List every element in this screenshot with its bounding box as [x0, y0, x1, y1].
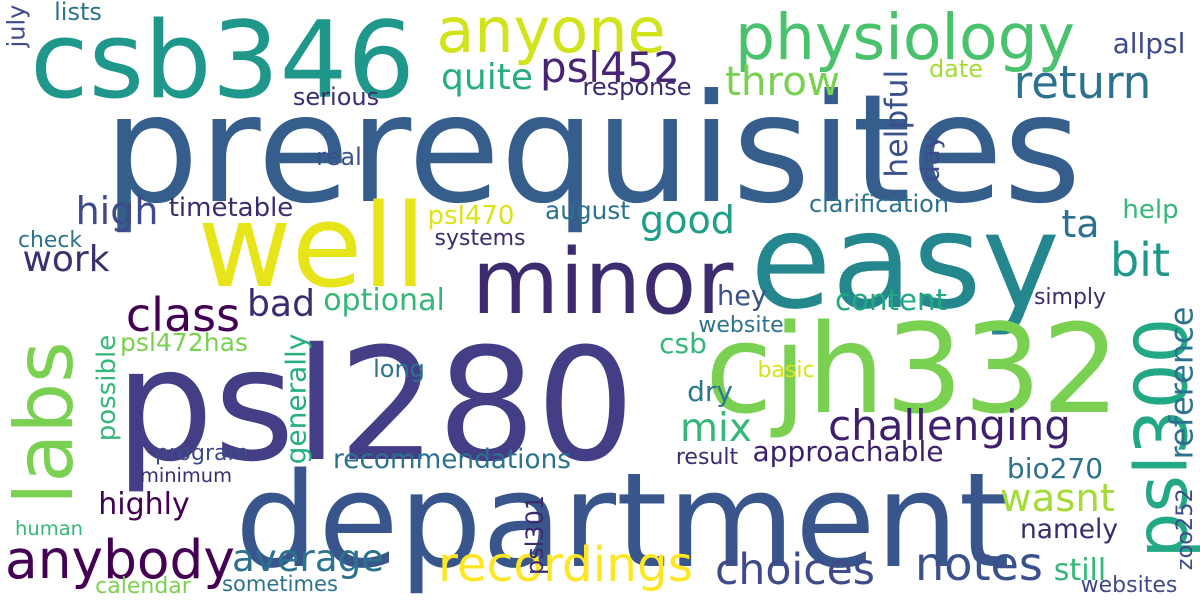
word-program: program	[155, 441, 249, 466]
word-website: website	[698, 313, 784, 338]
word-calendar: calendar	[95, 574, 191, 599]
word-timetable: timetable	[168, 193, 294, 223]
word-notes: notes	[915, 536, 1043, 591]
word-namely: namely	[1020, 513, 1118, 545]
word-good: good	[640, 197, 735, 242]
word-labs: labs	[0, 340, 91, 505]
word-throw: throw	[725, 56, 840, 105]
word-july: july	[2, 4, 30, 48]
word-prerequisites: prerequisites	[103, 63, 1082, 237]
word-bad: bad	[247, 281, 315, 325]
word-csb: csb	[659, 327, 707, 360]
word-psl470: psl470	[427, 201, 515, 231]
word-optional: optional	[323, 283, 445, 318]
word-psl280: psl280	[115, 314, 635, 496]
word-hey: hey	[717, 281, 767, 313]
word-bit: bit	[1109, 233, 1170, 287]
word-sometimes: sometimes	[222, 571, 338, 597]
word-easy: easy	[750, 185, 1060, 340]
word-anybody: anybody	[5, 528, 235, 592]
word-simply: simply	[1033, 285, 1107, 310]
word-reference: reference	[1161, 306, 1200, 459]
word-psl301: psl301	[521, 494, 550, 576]
word-bio270: bio270	[1006, 452, 1104, 485]
word-zoo252: zoo252	[1171, 488, 1198, 570]
word-mix: mix	[680, 406, 752, 452]
word-check: check	[18, 228, 82, 254]
word-challenging: challenging	[828, 401, 1071, 450]
word-recommendations: recommendations	[333, 444, 571, 475]
word-cjh332: cjh332	[705, 298, 1120, 442]
word-highly: highly	[98, 487, 190, 522]
word-serious: serious	[292, 83, 380, 111]
word-human: human	[15, 517, 83, 541]
word-approachable: approachable	[752, 435, 944, 468]
word-minor: minor	[471, 230, 734, 335]
word-basic: basic	[757, 358, 815, 383]
word-long: long	[373, 355, 425, 383]
word-ta: ta	[1061, 202, 1100, 246]
word-choices: choices	[715, 544, 875, 595]
word-wasnt: wasnt	[1000, 475, 1115, 521]
word-allpsl: allpsl	[1112, 27, 1186, 60]
word-average: average	[232, 537, 384, 581]
word-well: well	[197, 180, 427, 314]
word-helpful: helpful	[878, 70, 915, 178]
word-department: department	[235, 444, 1010, 597]
word-anyone: anyone	[436, 0, 666, 67]
word-dry: dry	[687, 375, 733, 408]
word-help: help	[1122, 195, 1179, 225]
word-minimum: minimum	[140, 464, 232, 488]
word-content: content	[835, 283, 947, 318]
word-still: still	[1053, 553, 1107, 588]
word-psl452: psl452	[540, 43, 680, 93]
word-day: day	[915, 133, 946, 182]
word-quite: quite	[441, 57, 533, 98]
word-generally: generally	[279, 333, 312, 465]
word-result: result	[675, 445, 739, 470]
word-high: high	[75, 189, 159, 233]
word-recordings: recordings	[438, 536, 693, 593]
word-possible: possible	[91, 334, 122, 441]
word-websites: websites	[1080, 573, 1178, 598]
word-august: august	[545, 195, 630, 225]
word-return: return	[1013, 56, 1152, 109]
word-clarification: clarification	[808, 190, 950, 218]
word-real: real	[316, 143, 362, 171]
word-work: work	[22, 239, 110, 280]
word-physiology: physiology	[735, 0, 1075, 74]
word-csb346: csb346	[30, 0, 415, 123]
word-psl472has: psl472has	[120, 328, 248, 358]
word-response: response	[582, 73, 692, 101]
word-class: class	[125, 288, 241, 342]
word-lists: lists	[54, 0, 102, 26]
word-systems: systems	[434, 226, 526, 251]
word-date: date	[928, 55, 984, 83]
